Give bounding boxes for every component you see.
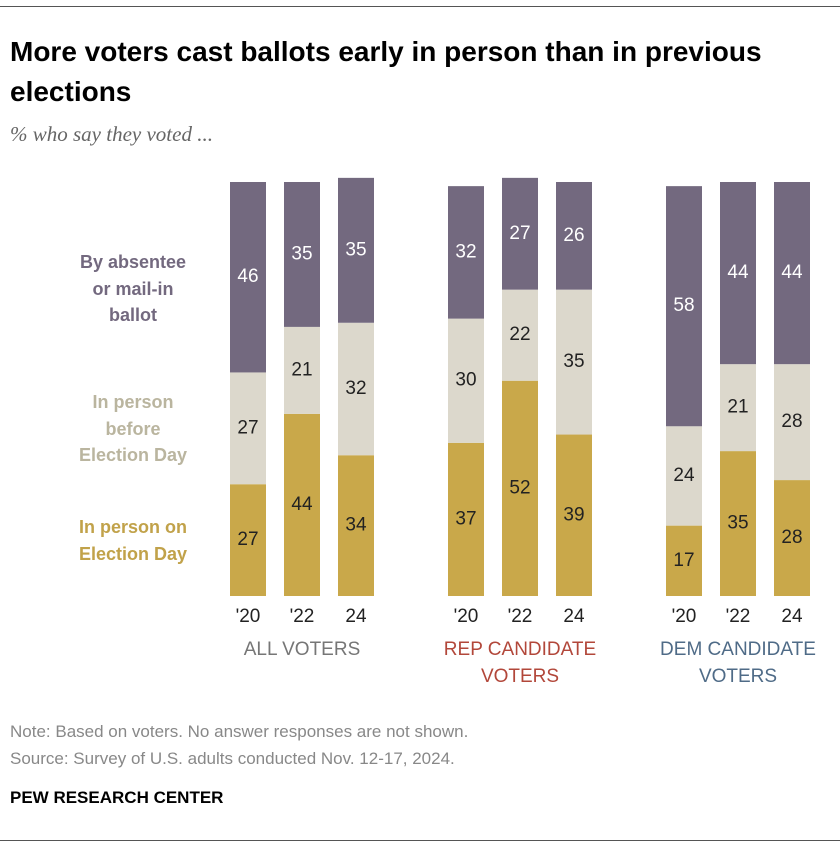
top-rule [0, 6, 840, 7]
value-label: 22 [509, 324, 530, 345]
bar-segment [556, 434, 592, 596]
source: Source: Survey of U.S. adults conducted … [10, 749, 455, 768]
bar-segment [284, 413, 320, 596]
group-label: REP CANDIDATE VOTERS [443, 639, 597, 687]
bar-segment [502, 289, 538, 381]
value-label: 30 [455, 370, 476, 391]
legend-label: By absentee or mail-in ballot [79, 252, 187, 325]
value-label: 28 [781, 527, 802, 548]
value-label: 35 [563, 351, 584, 372]
value-label: 26 [563, 225, 584, 246]
bar-segment [556, 182, 592, 290]
bottom-rule [0, 840, 840, 841]
value-label: 32 [345, 378, 366, 399]
bar-segment [284, 182, 320, 327]
bar-segment [720, 451, 756, 596]
value-label: 44 [291, 494, 313, 515]
x-tick-label: 24 [563, 606, 585, 627]
value-label: 46 [237, 266, 258, 287]
bar-segment [230, 182, 266, 373]
bar-segment [448, 318, 484, 443]
bar-segment [502, 177, 538, 290]
value-label: 17 [673, 550, 694, 571]
x-tick-label: '22 [290, 606, 315, 627]
bar-segment [230, 372, 266, 485]
group-label: DEM CANDIDATE VOTERS [660, 639, 816, 687]
value-label: 21 [291, 359, 312, 380]
value-label: 21 [727, 397, 748, 418]
bar-segment [502, 380, 538, 596]
bar-segment [338, 455, 374, 596]
value-label: 35 [727, 513, 748, 534]
value-label: 39 [563, 504, 584, 525]
bar-segment [666, 525, 702, 596]
value-label: 27 [237, 417, 258, 438]
value-label: 35 [291, 243, 312, 264]
note: Note: Based on voters. No answer respons… [10, 722, 469, 741]
value-label: 34 [345, 515, 367, 536]
bar-segment [556, 289, 592, 435]
value-label: 52 [509, 477, 530, 498]
group-label: ALL VOTERS [243, 639, 361, 660]
chart-title: More voters cast ballots early in person… [10, 36, 762, 107]
value-label: 44 [781, 262, 803, 283]
bar-segment [338, 177, 374, 323]
x-tick-label: '22 [508, 606, 533, 627]
brand: PEW RESEARCH CENTER [10, 788, 224, 807]
value-label: 27 [237, 529, 258, 550]
bar-segment [284, 326, 320, 414]
value-label: 28 [781, 411, 802, 432]
bar-segment [720, 182, 756, 365]
bar-segment [338, 322, 374, 456]
x-tick-label: '22 [726, 606, 751, 627]
bar-segment [720, 364, 756, 452]
bar-segment [666, 426, 702, 526]
bar-segment [774, 182, 810, 365]
value-label: 44 [727, 262, 749, 283]
x-tick-label: '20 [454, 606, 479, 627]
bar-segment [774, 364, 810, 481]
legend-label: In person on Election Day [78, 517, 188, 564]
value-label: 24 [673, 465, 695, 486]
bar-segment [230, 484, 266, 596]
bar-segment [774, 480, 810, 596]
value-label: 58 [673, 295, 694, 316]
value-label: 37 [455, 508, 476, 529]
x-tick-label: 24 [345, 606, 367, 627]
x-tick-label: '20 [236, 606, 261, 627]
bar-segment [666, 186, 702, 427]
x-tick-label: 24 [781, 606, 803, 627]
x-tick-label: '20 [672, 606, 697, 627]
bar-segment [448, 186, 484, 319]
chart-subtitle: % who say they voted ... [10, 122, 213, 146]
value-label: 32 [455, 241, 476, 262]
legend-label: In person before Election Day [78, 392, 188, 465]
value-label: 27 [509, 223, 530, 244]
value-label: 35 [345, 239, 366, 260]
bar-segment [448, 442, 484, 596]
